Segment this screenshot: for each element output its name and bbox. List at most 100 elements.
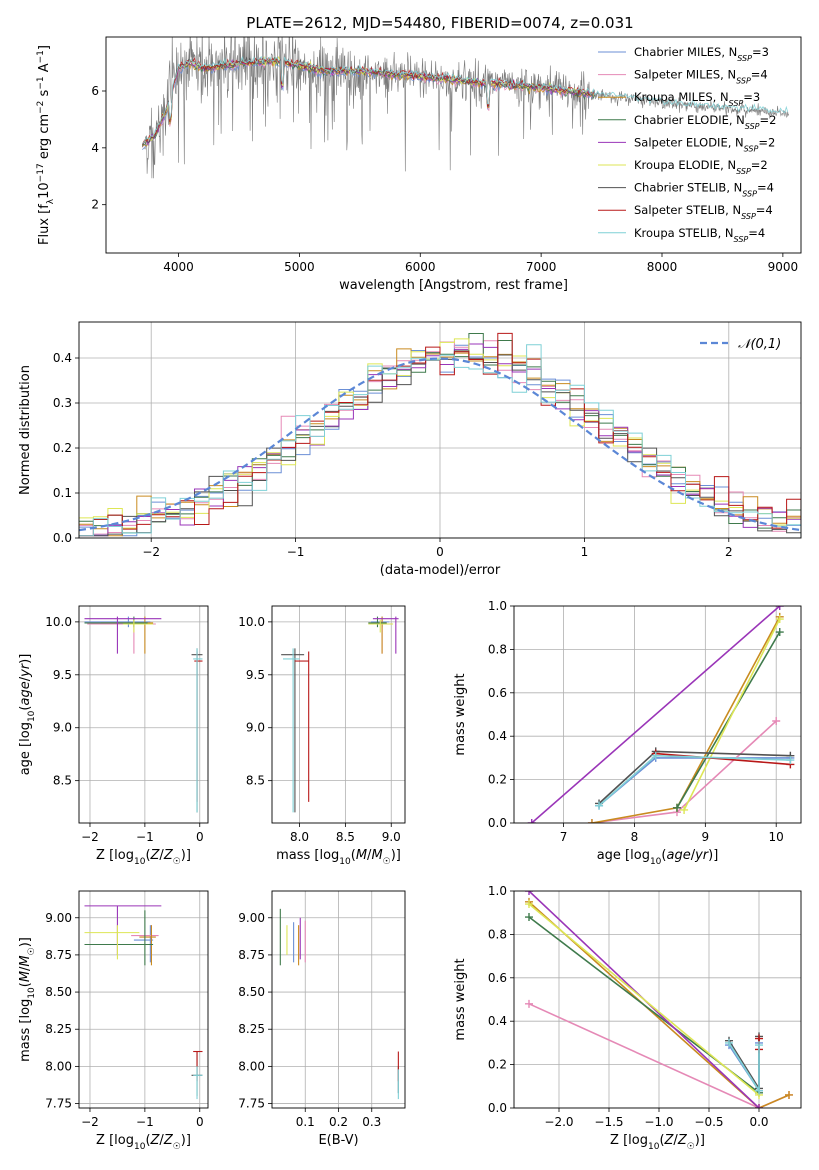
axes-frame — [271, 605, 406, 824]
x-tick-label: 8 — [631, 830, 639, 844]
x-tick-label: 10 — [769, 830, 784, 844]
weight-marker — [755, 1086, 763, 1095]
x-tick-label: −1.5 — [594, 1115, 623, 1129]
y-tick-label: 7.75 — [45, 1097, 72, 1111]
weight-marker — [672, 803, 681, 812]
weight-marker — [525, 891, 533, 895]
weight-line-5 — [528, 903, 760, 1096]
x-axis-label: Z [log10(Z/Z☉)] — [96, 1133, 191, 1152]
weight-marker — [525, 900, 533, 909]
axes-frame — [105, 36, 802, 254]
y-tick-label: 8.50 — [45, 985, 72, 999]
x-tick-label: 1 — [581, 545, 589, 559]
legend: Chabrier MILES, NSSP=3 Salpeter MILES, NS… — [598, 45, 776, 243]
x-tick-label: 8.5 — [336, 830, 355, 844]
y-tick-label: 8.5 — [53, 774, 72, 788]
y-tick-label: 9.5 — [246, 668, 265, 682]
legend: 𝒩(0,1) — [700, 337, 781, 352]
x-tick-label: 6000 — [405, 260, 436, 274]
y-tick-label: 9.5 — [53, 668, 72, 682]
y-tick-label: 9.0 — [53, 721, 72, 735]
y-tick-label: 0.4 — [488, 1014, 507, 1028]
y-tick-label: 8.25 — [238, 1022, 265, 1036]
x-tick-label: −1 — [136, 830, 154, 844]
y-tick-label: 0.4 — [488, 729, 507, 743]
x-tick-label: −1.0 — [644, 1115, 673, 1129]
x-tick-label: 9000 — [768, 260, 799, 274]
plot-area — [514, 891, 801, 1108]
x-tick-label: −2 — [81, 830, 99, 844]
y-tick-label: 0.6 — [488, 971, 507, 985]
x-tick-label: 0.1 — [296, 1115, 315, 1129]
legend-label: Salpeter STELIB, NSSP=4 — [634, 203, 773, 221]
axes-frame — [78, 605, 209, 824]
x-tick-label: 5000 — [284, 260, 315, 274]
x-tick-label: 8.0 — [290, 830, 309, 844]
y-tick-label: 0.3 — [53, 396, 72, 410]
weight-marker — [785, 1090, 793, 1099]
x-tick-label: 7 — [560, 830, 568, 844]
y-axis-label: mass [log10(M/M☉)] — [18, 937, 37, 1062]
y-axis-label: Normed distribution — [18, 365, 33, 495]
plot-area — [79, 322, 801, 538]
x-axis-label: E(B-V) — [318, 1133, 358, 1148]
x-tick-label: 2 — [725, 545, 733, 559]
weight-marker — [775, 606, 784, 610]
axes-frame — [513, 890, 802, 1109]
legend-label: Kroupa MILES, NSSP=3 — [634, 90, 760, 108]
x-tick-label: 8000 — [647, 260, 678, 274]
weight-marker — [651, 751, 660, 760]
y-tick-label: 7.75 — [238, 1097, 265, 1111]
weight-marker — [725, 1038, 733, 1047]
weight-marker — [595, 801, 604, 810]
x-tick-label: 0.3 — [362, 1115, 381, 1129]
y-tick-label: 9.0 — [246, 721, 265, 735]
panel-mass-vs-Z: −2 −1 0 7.75 8.00 8.25 8.50 8.75 9.00 Z [log10(Z/… — [18, 890, 209, 1152]
legend-label: Kroupa ELODIE, NSSP=2 — [634, 158, 768, 176]
weight-marker — [775, 615, 784, 624]
panel-age-vs-mass: 8.0 8.5 9.0 8.5 9.0 9.5 10.0 mass [log10(M/M☉)] — [238, 605, 406, 867]
y-tick-label: 0.0 — [488, 816, 507, 830]
x-axis-label: mass [log10(M/M☉)] — [276, 848, 401, 867]
plot-area — [514, 606, 801, 823]
figure-title: PLATE=2612, MJD=54480, FIBERID=0074, z=0… — [246, 14, 633, 32]
y-tick-label: 0.4 — [53, 351, 72, 365]
x-axis-label: (data-model)/error — [380, 563, 501, 578]
x-tick-label: −2.0 — [544, 1115, 573, 1129]
x-tick-label: −0.5 — [694, 1115, 723, 1129]
y-tick-label: 1.0 — [488, 884, 507, 898]
y-tick-label: 0.0 — [53, 531, 72, 545]
plot-area — [79, 606, 208, 823]
y-tick-label: 0.2 — [53, 441, 72, 455]
weight-marker — [525, 913, 533, 922]
y-tick-label: 1.0 — [488, 599, 507, 613]
y-tick-label: 4 — [91, 141, 99, 155]
x-tick-label: 0.2 — [329, 1115, 348, 1129]
histogram-5 — [79, 338, 801, 538]
normal-reference-curve — [79, 357, 801, 532]
plot-area — [79, 891, 208, 1108]
weight-line-4 — [531, 606, 781, 823]
panel-mass-weight-vs-age: 7 8 9 10 0.0 0.2 0.4 0.6 0.8 1.0 age [log10(age/yr… — [453, 599, 802, 867]
panel-mass-weight-vs-Z: −2.0 −1.5 −1.0 −0.5 0.0 0.0 0.2 0.4 0.6 0.8 1.0 Z [… — [453, 884, 802, 1152]
weight-line-2 — [528, 901, 790, 1108]
legend-label: Kroupa STELIB, NSSP=4 — [634, 226, 765, 244]
y-tick-label: 6 — [91, 84, 99, 98]
legend-label: Chabrier ELODIE, NSSP=2 — [634, 113, 776, 131]
y-tick-label: 9.00 — [45, 911, 72, 925]
weight-marker — [527, 819, 536, 823]
y-axis-label: mass weight — [453, 673, 468, 755]
y-tick-label: 8.00 — [45, 1059, 72, 1073]
y-axis-label: Flux [fλ10−17 erg cm−2 s−1 A−1] — [36, 45, 56, 245]
weight-marker — [775, 628, 784, 637]
y-tick-label: 0.6 — [488, 686, 507, 700]
y-tick-label: 8.75 — [45, 948, 72, 962]
panel-spectrum: 4000 5000 6000 7000 8000 9000 2 4 6 Chabrier MILE… — [36, 36, 802, 293]
y-tick-label: 8.00 — [238, 1059, 265, 1073]
histogram-8 — [79, 344, 801, 538]
x-tick-label: −1 — [287, 545, 305, 559]
y-tick-label: 0.0 — [488, 1101, 507, 1115]
x-tick-label: 0 — [436, 545, 444, 559]
weight-line-8 — [598, 754, 791, 807]
